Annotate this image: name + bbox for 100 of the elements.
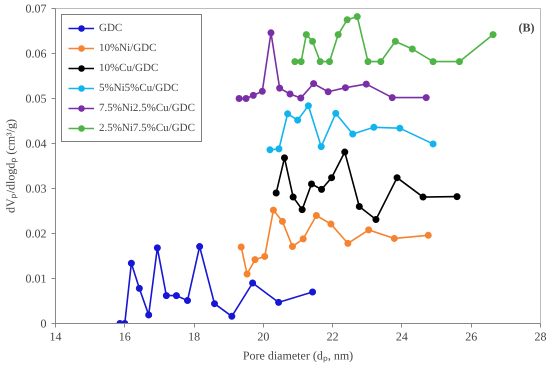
point [284, 110, 292, 118]
point [334, 31, 342, 38]
point [294, 116, 302, 124]
x-tick-label: 28 [534, 330, 546, 344]
point [370, 124, 378, 131]
point [344, 240, 352, 247]
y-tick-label: 0.03 [26, 182, 46, 196]
point [302, 31, 310, 38]
y-tick-label: 0.02 [26, 226, 46, 240]
x-tick-label: 22 [326, 330, 339, 344]
point [286, 90, 294, 98]
point [266, 146, 274, 154]
point [430, 58, 437, 66]
y-tick-label: 0.01 [26, 272, 46, 286]
point [298, 206, 306, 214]
point [242, 95, 250, 102]
point [390, 234, 398, 242]
x-tick-label: 14 [50, 330, 62, 344]
point [238, 244, 245, 250]
point [136, 284, 143, 292]
point [372, 216, 380, 224]
legend-label: 7.5%Ni2.5%Cu/GDC [99, 102, 195, 114]
point [276, 84, 284, 92]
y-tick-label: 0.07 [26, 2, 46, 16]
point [211, 300, 218, 308]
point [420, 194, 427, 201]
point [377, 58, 384, 66]
point [318, 186, 326, 193]
point [128, 260, 135, 267]
point [298, 58, 305, 66]
point [328, 174, 336, 182]
point [342, 84, 349, 92]
point [272, 190, 280, 196]
point [275, 145, 282, 152]
point [275, 298, 282, 306]
y-tick-label: 0 [40, 316, 46, 330]
point [396, 124, 404, 132]
point [356, 203, 363, 210]
point [228, 312, 236, 320]
point [341, 148, 348, 156]
point [250, 92, 257, 99]
point [332, 110, 340, 117]
point [365, 226, 372, 234]
point [270, 206, 277, 214]
y-axis-title: dVₚ/dlogdₚ (cm³/g) [4, 119, 18, 213]
legend-label: GDC [99, 22, 122, 34]
point [291, 58, 298, 66]
point [288, 243, 296, 250]
point [318, 143, 325, 150]
point [422, 94, 430, 102]
y-tick-label: 0.05 [26, 92, 46, 106]
point [258, 88, 266, 95]
legend-label: 10%Cu/GDC [99, 62, 158, 74]
x-tick-label: 26 [465, 330, 478, 344]
legend-label: 10%Ni/GDC [99, 42, 156, 54]
point [430, 140, 437, 148]
point [364, 58, 372, 66]
x-tick-label: 20 [257, 330, 270, 344]
point [244, 270, 251, 278]
point [490, 31, 497, 38]
point [408, 46, 416, 52]
point [304, 102, 312, 110]
point [392, 38, 399, 45]
point [297, 94, 304, 102]
x-tick-label: 24 [396, 330, 408, 344]
point [252, 256, 259, 264]
point [316, 58, 324, 66]
point [326, 58, 334, 66]
point [424, 232, 432, 239]
point [349, 130, 356, 138]
point [309, 288, 316, 296]
legend-label: 5%Ni5%Cu/GDC [99, 82, 178, 94]
point [236, 95, 243, 102]
point [278, 218, 286, 225]
x-tick-label: 16 [118, 330, 131, 344]
point [300, 235, 307, 242]
point [172, 292, 180, 300]
point [308, 180, 316, 188]
point [312, 212, 320, 219]
point [344, 16, 351, 24]
point [310, 80, 318, 88]
point [454, 193, 461, 200]
y-tick-label: 0.04 [26, 136, 46, 150]
annotation: (B) [518, 20, 535, 34]
point [267, 29, 274, 36]
point [261, 252, 268, 260]
point [162, 292, 170, 300]
point [362, 80, 370, 88]
point [196, 243, 204, 250]
point [280, 154, 288, 162]
point [327, 220, 334, 228]
point [184, 297, 191, 304]
point [145, 311, 152, 318]
point [309, 38, 316, 45]
point [290, 194, 297, 201]
x-tick-label: 18 [188, 330, 200, 344]
legend-label: 2.5%Ni7.5%Cu/GDC [99, 122, 195, 134]
x-axis-title: Pore diameter (dₚ, nm) [242, 348, 354, 362]
point [394, 174, 401, 182]
point [324, 88, 332, 96]
